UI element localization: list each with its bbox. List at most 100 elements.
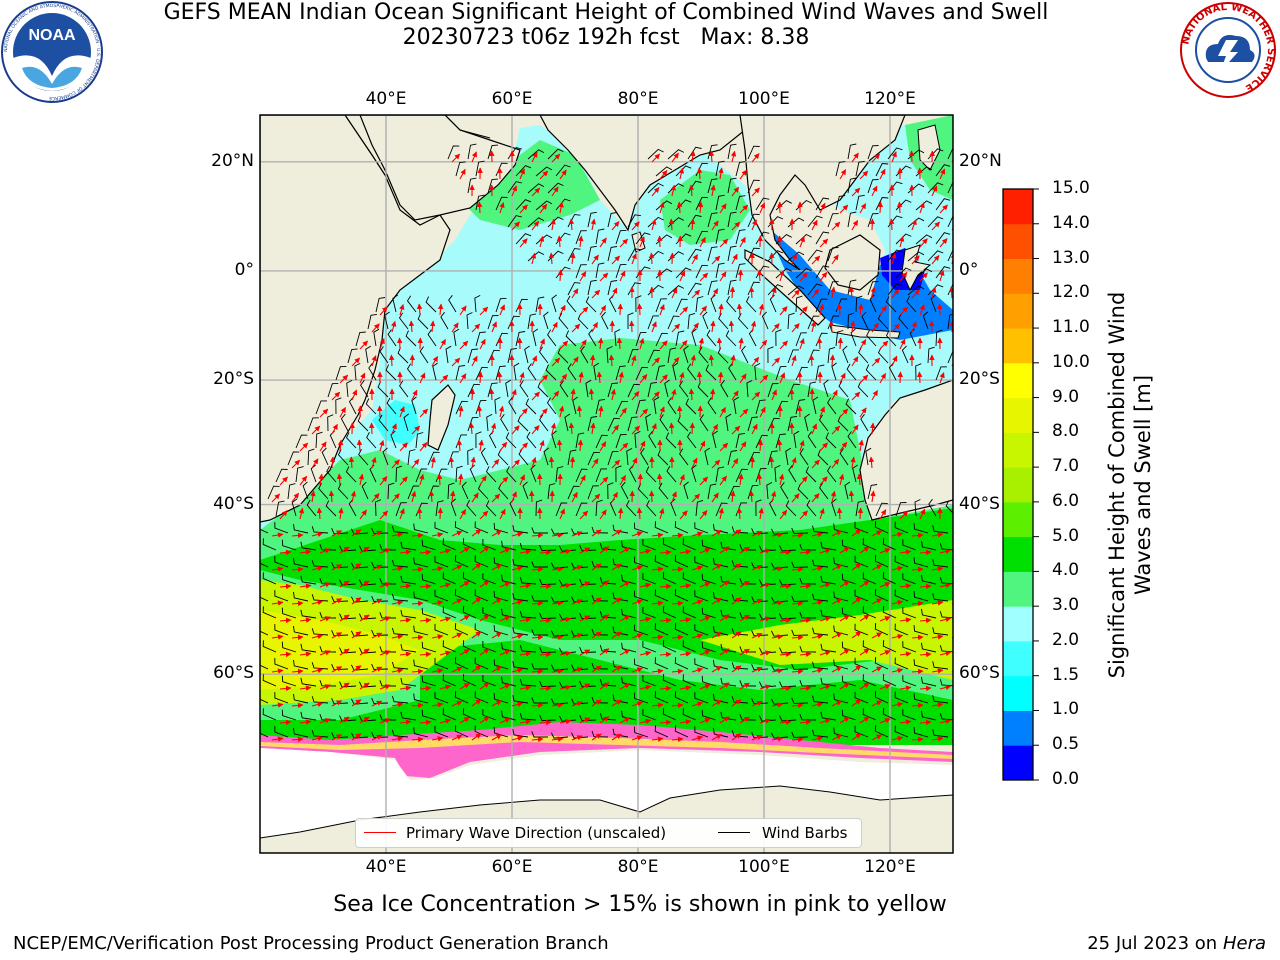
map-legend: Primary Wave Direction (unscaled) Wind B… (355, 818, 862, 848)
wind-barb (847, 312, 855, 330)
wind-barb (454, 589, 469, 602)
wind-barb (812, 627, 829, 636)
wave-direction-arrow (576, 405, 583, 418)
wind-barb (274, 556, 289, 568)
wind-barb (694, 522, 709, 534)
wave-direction-arrow (690, 354, 696, 367)
wind-barb (406, 295, 417, 313)
wave-direction-arrow (676, 201, 683, 214)
wind-barb (682, 640, 697, 653)
wave-direction-arrow (671, 388, 677, 401)
wave-direction-arrow (479, 338, 486, 350)
wind-barb (847, 177, 857, 194)
colorbar-tick-label: 6.0 (1052, 490, 1080, 511)
wave-direction-arrow (779, 372, 786, 384)
wind-barb (827, 213, 839, 228)
colorbar-segment (1003, 258, 1033, 294)
wave-direction-arrow (731, 253, 738, 265)
wave-direction-arrow (651, 187, 660, 197)
wind-barb (706, 329, 717, 347)
wind-barb (281, 607, 297, 619)
wave-direction-arrow (896, 201, 903, 214)
wind-barb (787, 349, 799, 364)
wind-barb (274, 658, 289, 670)
wind-barb (448, 295, 457, 313)
wind-barb (956, 297, 963, 312)
wind-barb (621, 540, 637, 551)
wind-barb (595, 434, 608, 449)
wind-barb (770, 732, 789, 739)
wave-direction-arrow (556, 235, 563, 248)
wind-barb (715, 228, 725, 245)
wind-barb (805, 466, 817, 483)
wind-barb (421, 539, 437, 551)
wind-barb (407, 449, 416, 466)
wind-barb (368, 363, 377, 381)
wind-barb (867, 145, 879, 160)
wind-barb (854, 521, 869, 534)
wave-direction-arrow (431, 356, 439, 367)
wind-barb (751, 596, 769, 603)
wind-barb (434, 623, 449, 636)
wind-barb (686, 431, 697, 449)
wave-direction-arrow (409, 354, 416, 367)
wind-barb (654, 725, 669, 738)
wave-direction-arrow (659, 374, 668, 384)
wind-barb (575, 468, 588, 483)
wind-barb (557, 347, 569, 364)
wave-direction-arrow (928, 320, 935, 333)
wind-barb (915, 234, 933, 245)
wave-direction-arrow (599, 305, 607, 316)
wind-barb (646, 499, 657, 517)
wind-barb (659, 414, 669, 432)
wind-barb (500, 414, 509, 432)
wind-barb (339, 579, 357, 586)
wind-barb (691, 464, 697, 483)
wind-barb (820, 575, 837, 585)
wind-barb (869, 294, 877, 313)
wind-barb (882, 708, 897, 721)
wind-barb (642, 709, 657, 721)
wind-barb (705, 364, 717, 381)
wave-direction-arrow (550, 218, 556, 231)
wave-direction-arrow (559, 304, 566, 316)
wind-barb (894, 623, 909, 636)
wind-barb (595, 499, 603, 517)
wave-direction-arrow (960, 650, 970, 655)
wind-barb (906, 295, 917, 313)
wave-direction-arrow (939, 238, 948, 248)
colorbar-tick-label: 11.0 (1052, 317, 1090, 338)
wave-direction-arrow (871, 357, 881, 367)
wind-barb (371, 731, 389, 738)
wind-barb (712, 694, 729, 704)
wind-barb (379, 680, 397, 687)
wind-barb (475, 194, 485, 211)
wind-barb (674, 521, 689, 534)
wind-barb (739, 612, 757, 619)
wind-barb (577, 313, 589, 330)
colorbar-tick-label: 12.0 (1052, 282, 1090, 303)
wind-barb (485, 500, 497, 517)
wave-direction-arrow (839, 408, 849, 418)
wind-barb (894, 691, 909, 704)
wind-barb (287, 451, 300, 466)
wind-barb (615, 365, 626, 381)
wind-barb (281, 709, 297, 721)
wind-barb (807, 215, 823, 228)
wind-barb (300, 677, 317, 687)
wind-barb (379, 346, 389, 364)
wind-barb (854, 555, 869, 568)
wind-barb (751, 664, 769, 671)
wind-barb (747, 213, 760, 228)
wind-barb (281, 573, 297, 585)
wave-direction-arrow (759, 202, 766, 214)
wind-barb (874, 623, 889, 636)
wind-barb (746, 379, 753, 398)
wind-barb (815, 197, 830, 211)
wind-barb (655, 166, 673, 177)
wind-barb (701, 607, 717, 619)
wind-barb (901, 345, 909, 364)
wind-barb (915, 268, 933, 279)
wind-barb (935, 198, 951, 211)
